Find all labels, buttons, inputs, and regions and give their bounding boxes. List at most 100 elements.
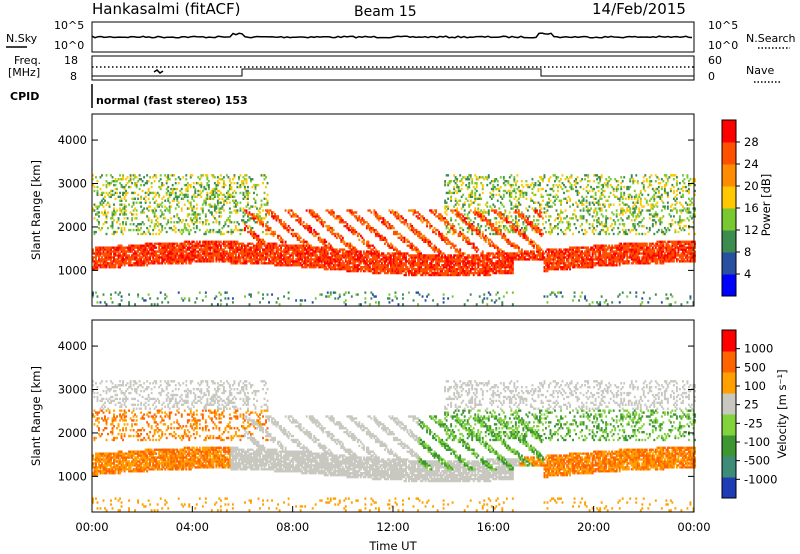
power-cell	[180, 260, 183, 263]
power-cell	[104, 213, 106, 216]
power-cell	[140, 252, 143, 255]
power-cell	[159, 215, 162, 218]
power-cell	[158, 258, 161, 261]
power-cell	[95, 266, 97, 269]
power-cell	[137, 228, 140, 232]
power-cell	[140, 258, 143, 261]
station-title: Hankasalmi (fitACF)	[92, 0, 240, 18]
power-cell	[186, 215, 189, 218]
power-cell	[149, 201, 152, 204]
power-cell	[105, 232, 108, 236]
power-cell	[93, 185, 96, 189]
power-cell	[128, 246, 131, 249]
power-cell	[171, 250, 174, 253]
power-cell	[98, 252, 100, 255]
power-cell	[96, 250, 99, 253]
power-cell	[192, 207, 195, 210]
power-cell	[189, 258, 192, 261]
power-cell	[195, 219, 198, 222]
power-cell	[114, 250, 117, 253]
power-cell	[108, 266, 111, 269]
power-cell	[135, 209, 138, 212]
power-cell	[194, 252, 197, 255]
power-cell	[192, 248, 195, 251]
power-cell	[185, 250, 188, 253]
power-cell	[192, 199, 195, 202]
power-cell	[192, 181, 195, 185]
power-cell	[96, 180, 99, 183]
power-cell	[323, 221, 326, 224]
power-cell	[114, 246, 117, 249]
power-cell	[171, 256, 174, 259]
power-cell	[257, 183, 260, 187]
power-cell	[131, 258, 134, 261]
power-cell	[98, 254, 100, 257]
power-cell	[207, 260, 210, 263]
power-cell	[102, 250, 105, 253]
power-cell	[129, 223, 132, 226]
power-cell	[98, 250, 100, 253]
power-cell	[95, 262, 97, 265]
power-cell	[182, 252, 185, 255]
power-cell	[120, 260, 123, 263]
power-cell	[156, 242, 159, 245]
power-cell	[462, 228, 465, 232]
power-cell	[114, 213, 117, 216]
power-cell	[182, 244, 185, 247]
power-cell	[468, 181, 471, 185]
power-cell	[101, 258, 103, 261]
power-cell	[165, 191, 168, 195]
power-cell	[140, 211, 143, 214]
power-cell	[132, 228, 135, 232]
power-cell	[165, 180, 168, 183]
power-cell	[125, 178, 128, 181]
power-cell	[96, 254, 99, 257]
power-cell	[147, 242, 150, 245]
power-cell	[120, 185, 123, 189]
power-cell	[182, 230, 185, 234]
power-cell	[126, 217, 129, 220]
power-cell	[140, 232, 143, 236]
power-cell	[141, 260, 144, 263]
power-cell	[201, 256, 204, 259]
power-cell	[442, 297, 445, 300]
power-cell	[212, 176, 215, 179]
power-cell	[102, 213, 105, 216]
power-cell	[164, 246, 167, 249]
power-cell	[128, 248, 131, 251]
power-cell	[206, 176, 209, 179]
power-cell	[158, 228, 161, 232]
power-cell	[191, 254, 194, 257]
power-cell	[191, 256, 194, 259]
power-cell	[173, 256, 176, 259]
power-cell	[135, 256, 138, 259]
power-cell	[173, 215, 176, 218]
power-cell	[144, 256, 147, 259]
power-cell	[153, 242, 156, 245]
power-cell	[120, 248, 123, 251]
power-cell	[146, 250, 149, 253]
power-cell	[102, 262, 105, 265]
power-cell	[200, 183, 203, 187]
power-cell	[195, 181, 198, 185]
power-cell	[402, 303, 404, 306]
power-cell	[191, 221, 194, 224]
power-cell	[474, 217, 477, 220]
power-cell	[104, 260, 106, 263]
power-cell	[168, 211, 171, 214]
power-cell	[173, 197, 176, 200]
power-cell	[167, 174, 170, 177]
power-cell	[418, 293, 421, 296]
power-cell	[167, 176, 170, 179]
power-cell	[134, 244, 137, 247]
power-cell	[138, 262, 141, 265]
power-cell	[182, 260, 185, 263]
power-cell	[140, 195, 143, 199]
power-cell	[168, 242, 171, 245]
power-cell	[213, 176, 216, 179]
power-cell	[179, 189, 182, 193]
power-cell	[189, 256, 192, 259]
power-cell	[177, 260, 180, 263]
power-cell	[108, 181, 111, 185]
power-cell	[168, 254, 171, 257]
